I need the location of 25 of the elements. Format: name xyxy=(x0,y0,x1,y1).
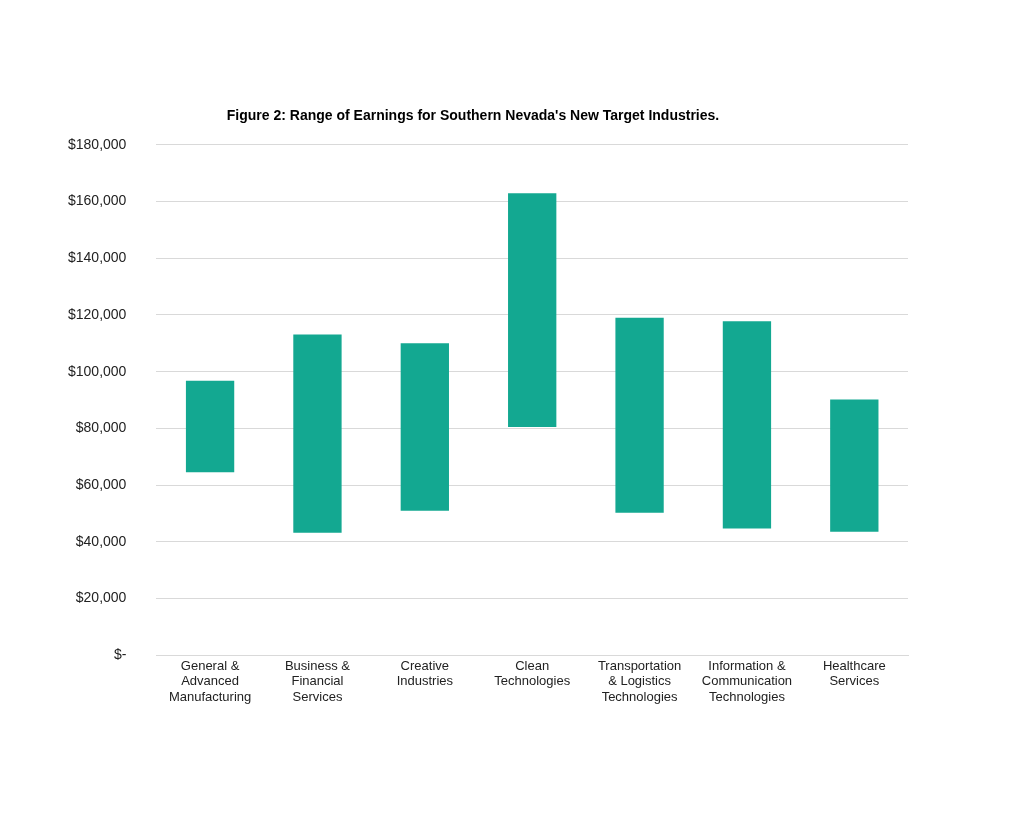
x-tick-label: Transportation & Logistics Technologies xyxy=(597,657,682,704)
x-tick-label: Healthcare Services xyxy=(822,657,886,689)
y-tick-label: $140,000 xyxy=(67,249,127,266)
x-tick-label: Information & Communication Technologies xyxy=(701,657,793,704)
bar xyxy=(830,399,879,532)
chart-title: Figure 2: Range of Earnings for Southern Nevada's New Target Industries. xyxy=(226,107,720,124)
bar xyxy=(508,193,557,427)
bar xyxy=(185,380,235,473)
bar xyxy=(722,321,772,529)
y-tick-label: $- xyxy=(113,646,127,663)
y-tick-label: $160,000 xyxy=(67,192,127,209)
y-tick-label: $60,000 xyxy=(75,475,127,492)
x-tick-label: General & Advanced Manufacturing xyxy=(168,657,252,704)
y-tick-label: $40,000 xyxy=(75,532,127,549)
y-tick-label: $20,000 xyxy=(75,589,127,606)
bar xyxy=(400,343,449,511)
y-tick-label: $180,000 xyxy=(67,135,127,152)
y-tick-label: $80,000 xyxy=(75,419,127,436)
x-tick-label: Business & Financial Services xyxy=(284,657,351,704)
bar xyxy=(293,334,342,533)
x-tick-label: Creative Industries xyxy=(396,657,454,689)
y-tick-label: $100,000 xyxy=(67,362,127,379)
x-tick-label: Clean Technologies xyxy=(494,657,571,689)
y-tick-label: $120,000 xyxy=(67,305,127,322)
bar xyxy=(615,317,664,513)
